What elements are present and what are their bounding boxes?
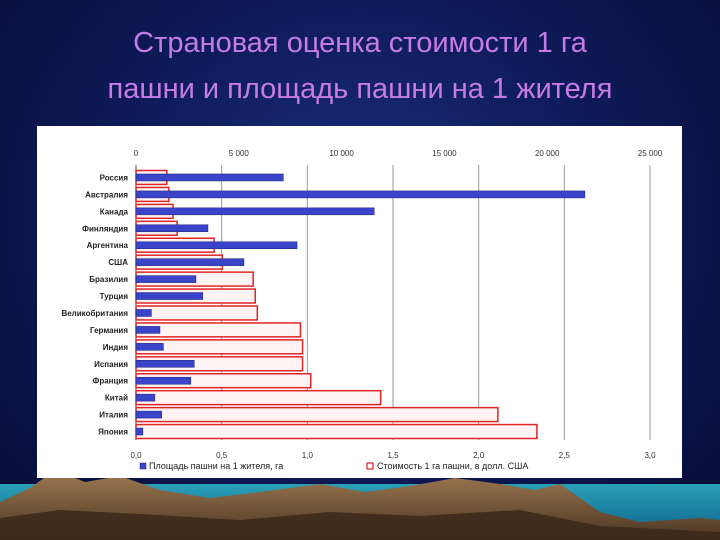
top-axis-tick-label: 5 000	[229, 149, 250, 158]
area-bar	[135, 343, 164, 351]
category-label: Австралия	[85, 190, 128, 199]
bar-chart: 0 5 000 10 000 15 000 20 000 25 000 0,0 0,5 1,0 1…	[61, 149, 662, 471]
category-label: Финляндия	[82, 224, 128, 233]
mountain-landscape	[0, 470, 720, 540]
price-bar	[135, 322, 302, 338]
legend-label-area: Площадь пашни на 1 жителя, га	[149, 461, 283, 471]
top-axis-tick-label: 15 000	[432, 149, 457, 158]
area-bar	[135, 275, 197, 283]
category-label: Великобритания	[61, 309, 128, 318]
price-bar	[135, 305, 259, 321]
legend-swatch-area	[139, 462, 147, 470]
bottom-axis-tick-label: 1,0	[302, 451, 314, 460]
category-label: Россия	[100, 173, 129, 182]
top-axis-tick-label: 0	[134, 149, 139, 158]
top-axis-tick-label: 25 000	[638, 149, 663, 158]
category-label: Бразилия	[89, 275, 128, 284]
slide-title-line1: Страновая оценка стоимости 1 га	[133, 27, 587, 59]
slide-title: Страновая оценка стоимости 1 га пашни и …	[0, 20, 720, 112]
slide-title-line2: пашни и площадь пашни на 1 жителя	[107, 73, 613, 105]
legend-label-price: Стоимость 1 га пашни, в долл. США	[377, 461, 528, 471]
price-bar	[135, 423, 538, 440]
area-bar	[135, 393, 156, 402]
chart-panel: 0 5 000 10 000 15 000 20 000 25 000 0,0 0,5 1,0 1…	[37, 126, 682, 478]
bottom-axis-tick-label: 0,5	[216, 451, 228, 460]
area-bar	[135, 292, 204, 300]
price-bar	[135, 389, 382, 406]
category-label: Аргентина	[87, 241, 129, 250]
price-bar	[135, 406, 499, 423]
area-bar	[135, 241, 298, 249]
bottom-axis-tick-label: 0,0	[130, 451, 142, 460]
category-label: Германия	[90, 326, 128, 335]
category-label: Испания	[94, 360, 128, 369]
category-label: Китай	[105, 394, 128, 403]
area-bar	[135, 173, 284, 182]
area-bar	[135, 207, 375, 216]
bottom-axis-tick-label: 2,5	[559, 451, 571, 460]
bottom-axis-tick-label: 1,5	[387, 451, 399, 460]
area-bar	[135, 309, 152, 317]
area-bar	[135, 360, 195, 368]
labels-layer: 0 5 000 10 000 15 000 20 000 25 000 0,0 0,5 1,0 1…	[61, 149, 662, 460]
top-axis-tick-label: 10 000	[329, 149, 354, 158]
area-bar	[135, 258, 245, 266]
area-bar	[135, 376, 192, 385]
category-label: Канада	[100, 207, 129, 216]
category-label: Турция	[100, 292, 129, 301]
category-label: Япония	[98, 428, 128, 437]
category-label: Индия	[103, 343, 129, 352]
category-label: США	[108, 258, 128, 267]
area-bar	[135, 224, 209, 233]
bottom-axis-tick-label: 2,0	[473, 451, 485, 460]
area-bar	[135, 190, 586, 199]
legend: Площадь пашни на 1 жителя, га Стоимость 1…	[139, 461, 528, 471]
bottom-axis-tick-label: 3,0	[644, 451, 656, 460]
area-bar	[135, 326, 161, 334]
area-bar	[135, 410, 162, 419]
category-label: Италия	[99, 411, 128, 420]
top-axis-tick-label: 20 000	[535, 149, 560, 158]
legend-swatch-price	[366, 462, 374, 470]
category-label: Франция	[93, 377, 129, 386]
area-bar	[135, 427, 144, 436]
bars-layer	[135, 169, 586, 440]
